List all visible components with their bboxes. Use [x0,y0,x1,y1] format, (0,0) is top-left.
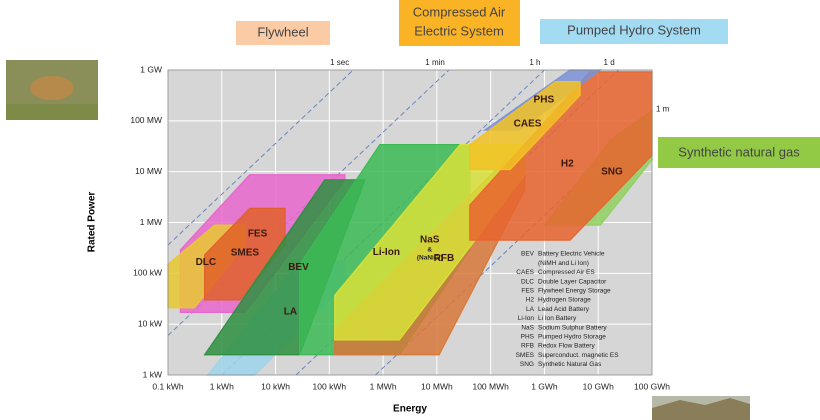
x-tick-label: 10 kWh [261,381,290,391]
legend-text: Pumped Hydro Storage [538,334,606,341]
screen: Flywheel Compressed Air Electric System … [0,0,820,420]
x-tick-label: 100 kWh [313,381,347,391]
y-tick-label: 100 MW [130,115,162,125]
time-line-label: 1 d [604,58,615,67]
region-label: LA [284,306,297,317]
photo-landscape [652,396,750,420]
region-label: PHS [534,95,555,106]
legend-abbr: Li-Ion [518,315,535,322]
legend-abbr: DLC [521,278,534,285]
legend-text: Hydrogen Storage [538,297,591,304]
time-line-label: 1 sec [330,58,349,67]
y-tick-label: 10 kW [138,318,162,328]
legend-abbr: LA [526,306,535,313]
region-sublabel: & [427,247,432,254]
region-label: BEV [288,262,309,273]
region-label: Li-Ion [373,247,400,258]
legend-text: Li Ion Battery [538,315,577,322]
callout-text: Compressed Air [413,4,506,19]
legend-text: Double Layer Capacitor [538,278,607,285]
region-label: CAES [514,118,542,129]
legend-text: Superconduct. magnetic ES [538,352,619,359]
callout-text: Electric System [414,23,504,38]
x-tick-label: 100 GWh [634,381,670,391]
time-line-label: 1 m [656,105,670,114]
y-tick-label: 10 MW [135,166,162,176]
legend-text: Flywheel Energy Storage [538,288,611,295]
legend-text: Compressed Air ES [538,269,595,276]
legend-abbr: H2 [526,297,535,304]
y-tick-label: 1 kW [143,369,162,379]
legend-text: Lead Acid Battery [538,306,590,313]
x-tick-label: 1 MWh [370,381,397,391]
x-tick-label: 1 kWh [210,381,234,391]
region-label: SMES [231,247,260,258]
y-tick-label: 100 kW [133,268,162,278]
y-axis-title: Rated Power [87,192,98,253]
y-tick-label: 1 MW [140,217,162,227]
x-tick-label: 1 GWh [531,381,558,391]
time-line-label: 1 min [425,58,445,67]
legend-text: Battery Electric Vehicle [538,251,605,258]
time-line-label: 1 h [529,58,540,67]
legend-abbr: FES [521,288,534,295]
x-axis-title: Energy [393,404,427,415]
legend-abbr: NaS [521,324,534,331]
legend-abbr: CAES [516,269,534,276]
region-label: FES [248,229,268,240]
photo-cheetah [6,60,98,120]
region-label: NaS [420,234,440,245]
legend-text: Sodium Sulphur Battery [538,324,607,331]
x-tick-label: 10 MWh [421,381,453,391]
region-sublabel: (NaNiCl) [417,255,443,262]
x-tick-label: 0.1 kWh [152,381,183,391]
callout-text: Flywheel [257,24,308,39]
legend-abbr: BEV [521,251,535,258]
region-label: H2 [561,159,574,170]
legend-abbr: PHS [521,334,535,341]
callout-text: Pumped Hydro System [567,22,701,37]
x-tick-label: 100 MWh [472,381,509,391]
legend-text: Synthetic Natural Gas [538,361,602,368]
y-tick-label: 1 GW [140,64,162,74]
callout-text: Synthetic natural gas [678,144,800,159]
legend-text: (NiMH and Li Ion) [538,260,589,267]
legend-abbr: RFB [521,343,534,350]
legend-text: Redox Flow Battery [538,343,595,350]
x-tick-label: 10 GWh [583,381,614,391]
region-label: SNG [601,167,623,178]
legend-abbr: SMES [516,352,535,359]
region-label: DLC [196,257,217,268]
legend-abbr: SNG [520,361,534,368]
